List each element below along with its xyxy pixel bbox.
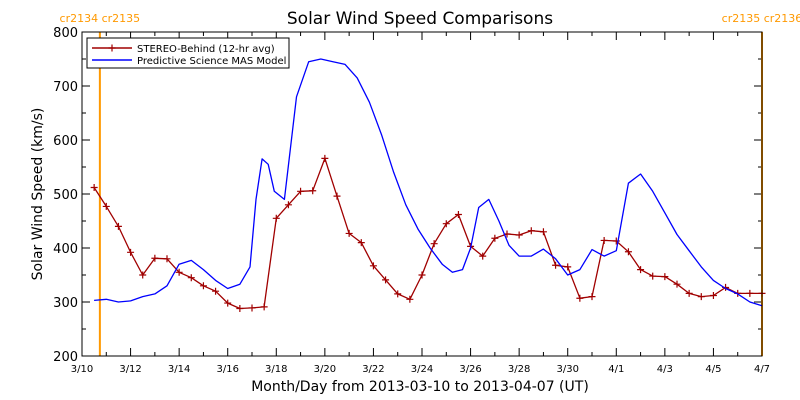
legend-label: Predictive Science MAS Model xyxy=(137,56,286,67)
x-tick-label: 4/5 xyxy=(705,364,721,375)
data-point xyxy=(442,220,450,228)
data-point xyxy=(212,287,220,295)
legend-marker xyxy=(108,44,116,52)
data-point xyxy=(382,276,390,284)
x-tick-label: 3/20 xyxy=(314,364,336,375)
x-tick-label: 4/1 xyxy=(608,364,624,375)
data-point xyxy=(576,294,584,302)
data-point xyxy=(479,252,487,260)
legend-label: STEREO-Behind (12-hr avg) xyxy=(137,44,275,55)
data-point xyxy=(527,227,535,235)
data-point xyxy=(661,273,669,281)
data-point xyxy=(199,282,207,290)
data-point xyxy=(224,299,232,307)
data-point xyxy=(564,263,572,271)
x-tick-label: 3/10 xyxy=(71,364,93,375)
data-point xyxy=(151,254,159,262)
data-point xyxy=(588,293,596,301)
data-point xyxy=(539,228,547,236)
chart-title: Solar Wind Speed Comparisons xyxy=(287,9,553,29)
legend-box xyxy=(86,37,290,69)
data-point xyxy=(114,222,122,230)
x-tick-label: 3/18 xyxy=(265,364,287,375)
data-point xyxy=(406,295,414,303)
data-point xyxy=(102,202,110,210)
x-tick-label: 3/14 xyxy=(168,364,190,375)
data-point xyxy=(175,268,183,276)
data-point xyxy=(394,290,402,298)
y-tick-label: 500 xyxy=(53,188,78,203)
plot-frame xyxy=(81,31,763,357)
y-tick-label: 200 xyxy=(53,350,78,365)
carrington-marker-label: cr2135 cr2136 xyxy=(722,12,800,25)
data-point xyxy=(187,274,195,282)
data-point xyxy=(624,248,632,256)
data-point xyxy=(649,272,657,280)
data-point xyxy=(297,187,305,195)
y-tick-label: 300 xyxy=(53,296,78,311)
data-point xyxy=(333,192,341,200)
y-tick-label: 400 xyxy=(53,242,78,257)
x-tick-label: 3/26 xyxy=(459,364,481,375)
data-point xyxy=(163,255,171,263)
y-tick-label: 700 xyxy=(53,80,78,95)
data-point xyxy=(248,304,256,312)
x-axis-label: Month/Day from 2013-03-10 to 2013-04-07 … xyxy=(251,379,589,395)
data-point xyxy=(709,292,717,300)
x-tick-label: 4/3 xyxy=(657,364,673,375)
x-tick-label: 3/28 xyxy=(508,364,530,375)
x-tick-label: 3/16 xyxy=(216,364,238,375)
y-tick-label: 800 xyxy=(53,26,78,41)
data-point xyxy=(685,289,693,297)
data-point xyxy=(637,266,645,274)
data-point xyxy=(284,201,292,209)
legend: STEREO-Behind (12-hr avg)Predictive Scie… xyxy=(86,37,290,69)
data-point xyxy=(139,271,147,279)
data-point xyxy=(746,289,754,297)
data-point xyxy=(697,293,705,301)
data-point xyxy=(321,154,329,162)
data-point xyxy=(357,239,365,247)
data-point xyxy=(454,211,462,219)
carrington-marker-label: cr2134 cr2135 xyxy=(60,12,141,25)
data-point xyxy=(272,214,280,222)
data-point xyxy=(236,304,244,312)
data-point xyxy=(345,229,353,237)
data-point xyxy=(673,280,681,288)
data-point xyxy=(430,240,438,248)
x-tick-label: 4/7 xyxy=(754,364,770,375)
series-line-mas-model xyxy=(94,58,763,307)
data-point xyxy=(418,271,426,279)
data-point xyxy=(552,261,560,269)
plot-area: 200 300 400 500 600 700 800 3/10 3/12 3/14 3/16 3/1… xyxy=(53,12,800,375)
y-axis-label: Solar Wind Speed (km/s) xyxy=(30,108,46,281)
x-tick-label: 3/30 xyxy=(556,364,578,375)
x-tick-label: 3/24 xyxy=(411,364,433,375)
data-point xyxy=(309,187,317,195)
data-point xyxy=(491,234,499,242)
data-point xyxy=(260,303,268,311)
data-point xyxy=(90,184,98,192)
data-point xyxy=(515,231,523,239)
y-tick-label: 600 xyxy=(53,134,78,149)
x-tick-label: 3/22 xyxy=(362,364,384,375)
x-tick-label: 3/12 xyxy=(119,364,141,375)
series-line-stereo-behind xyxy=(93,157,762,310)
data-point xyxy=(369,262,377,270)
data-point xyxy=(127,248,135,256)
data-point xyxy=(600,236,608,244)
